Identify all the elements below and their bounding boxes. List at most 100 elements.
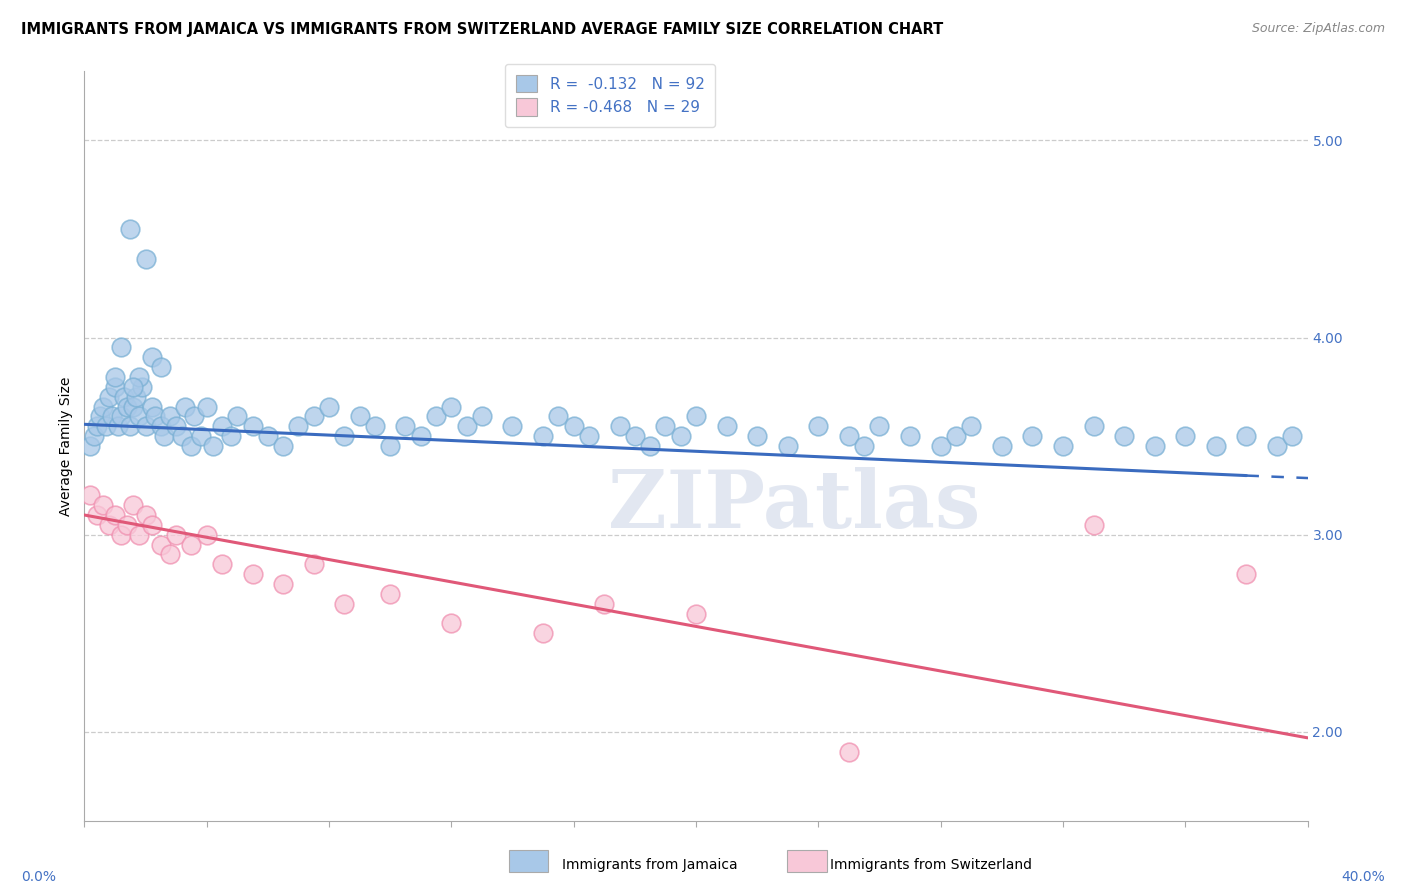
Point [1281,429,1303,443]
Point [380,587,402,601]
Point [128,370,150,384]
Point [135,419,157,434]
Point [159,548,181,562]
Point [97,390,120,404]
Point [898,429,921,443]
Point [440,616,463,631]
Point [609,419,631,434]
Point [174,400,197,414]
Point [104,370,127,384]
Point [242,419,264,434]
Point [94,419,117,434]
Text: 40.0%: 40.0% [1341,870,1385,884]
Point [190,429,212,443]
Point [1114,429,1136,443]
Point [1083,517,1105,532]
Point [380,439,402,453]
Point [960,419,983,434]
Point [128,409,150,424]
Point [128,527,150,541]
Point [593,597,616,611]
Point [120,419,142,434]
Point [122,400,145,414]
Point [425,409,447,424]
Point [271,439,294,453]
Point [716,419,738,434]
Point [89,409,111,424]
Y-axis label: Average Family Size: Average Family Size [59,376,73,516]
Point [869,419,891,434]
Point [159,409,181,424]
Point [110,527,132,541]
Point [1021,429,1043,443]
Point [562,419,585,434]
Point [1052,439,1074,453]
Point [1265,439,1288,453]
Point [183,409,205,424]
Point [122,380,145,394]
Point [125,390,148,404]
Point [364,419,387,434]
Text: IMMIGRANTS FROM JAMAICA VS IMMIGRANTS FROM SWITZERLAND AVERAGE FAMILY SIZE CORRE: IMMIGRANTS FROM JAMAICA VS IMMIGRANTS FR… [21,22,943,37]
Point [101,409,124,424]
Point [991,439,1014,453]
Point [945,429,967,443]
Point [685,607,707,621]
Point [302,558,325,572]
Point [456,419,478,434]
Point [180,538,202,552]
Point [471,409,494,424]
Point [747,429,769,443]
Point [226,409,249,424]
Point [131,380,153,394]
Point [143,409,166,424]
Point [1236,429,1258,443]
Point [318,400,340,414]
Point [853,439,876,453]
Point [1236,567,1258,582]
Point [180,439,202,453]
Point [219,429,242,443]
Point [302,409,325,424]
Point [79,488,101,502]
Point [149,419,172,434]
Point [104,380,127,394]
Point [929,439,952,453]
Point [153,429,176,443]
Point [242,567,264,582]
Point [172,429,194,443]
Point [165,527,187,541]
Point [79,439,101,453]
Point [624,429,647,443]
Point [141,517,163,532]
Text: ZIPatlas: ZIPatlas [607,467,980,545]
Point [1083,419,1105,434]
Point [91,400,114,414]
Point [531,626,554,640]
Point [838,745,860,759]
Point [122,498,145,512]
Point [440,400,463,414]
Point [104,508,127,522]
Point [201,439,224,453]
Point [409,429,432,443]
Legend: R =  -0.132   N = 92, R = -0.468   N = 29: R = -0.132 N = 92, R = -0.468 N = 29 [505,64,716,127]
Point [211,419,233,434]
Point [135,508,157,522]
Point [141,400,163,414]
Point [1205,439,1227,453]
Point [195,527,218,541]
Point [149,538,172,552]
Point [654,419,676,434]
Point [531,429,554,443]
Point [271,577,294,591]
Point [394,419,416,434]
FancyBboxPatch shape [509,850,548,872]
FancyBboxPatch shape [787,850,827,872]
Point [115,400,138,414]
Point [211,558,233,572]
Point [838,429,860,443]
Point [83,429,105,443]
Point [165,419,187,434]
Point [547,409,569,424]
